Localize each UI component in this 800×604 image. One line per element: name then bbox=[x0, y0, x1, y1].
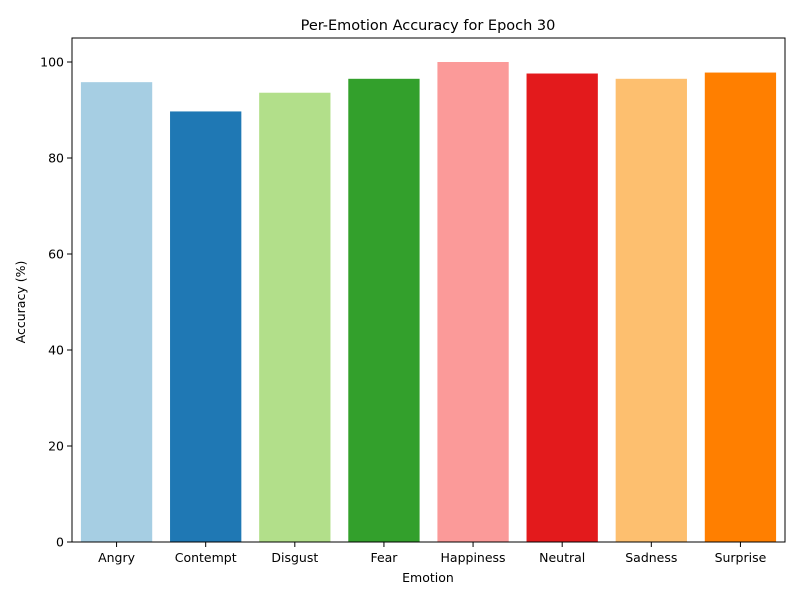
axes-frame bbox=[71, 37, 786, 543]
bar-fear bbox=[348, 78, 420, 543]
bar-angry bbox=[80, 82, 153, 542]
x-axis-label: Emotion bbox=[402, 570, 454, 585]
x-tick-label: Angry bbox=[98, 550, 136, 565]
x-tick-label: Neutral bbox=[539, 550, 585, 565]
y-tick-label: 0 bbox=[56, 535, 64, 550]
y-tick-label: 80 bbox=[48, 151, 64, 166]
y-tick-label: 20 bbox=[48, 439, 64, 454]
bar-sadness bbox=[615, 78, 687, 543]
bar-neutral bbox=[526, 73, 598, 543]
y-tick-label: 100 bbox=[40, 55, 64, 70]
chart-title: Per-Emotion Accuracy for Epoch 30 bbox=[301, 18, 556, 34]
plot-area: 0 20 40 60 80 100 Angry Contempt Disgust Fear Happ… bbox=[40, 37, 786, 565]
x-tick-label: Happiness bbox=[441, 550, 506, 565]
x-tick-label: Fear bbox=[370, 550, 398, 565]
y-axis-label: Accuracy (%) bbox=[13, 261, 28, 344]
x-tick-label: Surprise bbox=[715, 550, 767, 565]
bar-disgust bbox=[259, 92, 331, 542]
x-tick-label: Sadness bbox=[625, 550, 677, 565]
bar-contempt bbox=[170, 111, 242, 542]
x-tick-label: Contempt bbox=[175, 550, 237, 565]
y-tick-label: 40 bbox=[48, 343, 64, 358]
x-tick-label: Disgust bbox=[271, 550, 318, 565]
y-tick-label: 60 bbox=[48, 247, 64, 262]
bar-happiness bbox=[437, 62, 509, 542]
bar-surprise bbox=[704, 72, 777, 542]
